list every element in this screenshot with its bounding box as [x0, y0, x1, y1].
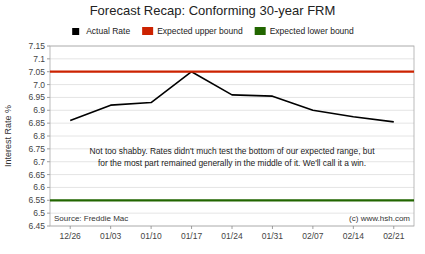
- y-tick-label: 6.9: [33, 105, 45, 115]
- grid: [50, 46, 414, 226]
- legend-label: Expected upper bound: [157, 26, 243, 36]
- y-tick: [47, 97, 50, 98]
- grid-line: [50, 71, 414, 72]
- plot-frame: [50, 46, 414, 226]
- x-tick: [232, 226, 233, 229]
- x-tick: [191, 226, 192, 229]
- x-tick: [393, 226, 394, 229]
- y-tick: [47, 161, 50, 162]
- x-tick-label: 02/07: [302, 231, 324, 241]
- y-axis-label: Interest Rate %: [3, 105, 13, 167]
- x-tick: [312, 226, 313, 229]
- y-tick-label: 6.85: [28, 118, 45, 128]
- x-tick-label: 12/26: [60, 231, 82, 241]
- y-tick-label: 6.75: [28, 144, 45, 154]
- y-tick: [47, 46, 50, 47]
- y-tick: [47, 187, 50, 188]
- source: Source: Freddie Mac: [54, 214, 128, 223]
- y-tick-label: 7.15: [28, 41, 45, 51]
- data-layer: [50, 72, 414, 201]
- annotation: Not too shabby. Rates didn't much test t…: [90, 146, 376, 156]
- annotation: for the most part remained generally in …: [98, 158, 366, 168]
- grid-line: [50, 174, 414, 175]
- y-tick-label: 6.7: [33, 157, 45, 167]
- legend-item: Expected lower bound: [255, 26, 354, 36]
- x-tick: [151, 226, 152, 229]
- y-tick-label: 6.95: [28, 92, 45, 102]
- x-tick-label: 01/31: [262, 231, 284, 241]
- x-tick: [353, 226, 354, 229]
- x-tick-label: 01/10: [140, 231, 162, 241]
- y-tick: [47, 200, 50, 201]
- y-tick-label: 7.1: [33, 54, 45, 64]
- grid-line: [50, 187, 414, 188]
- x-tick: [272, 226, 273, 229]
- chart: Forecast Recap: Conforming 30-year FRM 6.…: [0, 0, 425, 254]
- grid-line: [50, 84, 414, 85]
- x-tick: [110, 226, 111, 229]
- y-tick: [47, 84, 50, 85]
- x-tick-label: 02/21: [383, 231, 405, 241]
- rate-line: [70, 72, 394, 122]
- y-tick: [47, 71, 50, 72]
- y-tick-label: 6.65: [28, 170, 45, 180]
- y-tick-label: 7.05: [28, 67, 45, 77]
- grid-line: [50, 97, 414, 98]
- y-tick: [47, 123, 50, 124]
- y-tick: [47, 213, 50, 214]
- y-tick-label: 6.8: [33, 131, 45, 141]
- y-tick-label: 6.6: [33, 182, 45, 192]
- grid-line: [50, 110, 414, 111]
- y-tick: [47, 110, 50, 111]
- bound-line: [50, 71, 414, 73]
- y-tick: [47, 136, 50, 137]
- title: Forecast Recap: Conforming 30-year FRM: [90, 3, 336, 18]
- legend-swatch: [72, 28, 79, 35]
- grid-line: [50, 58, 414, 59]
- legend-label: Actual Rate: [86, 26, 130, 36]
- x-tick-label: 01/24: [221, 231, 243, 241]
- bound-line: [50, 199, 414, 201]
- legend-swatch: [142, 27, 153, 35]
- legend-swatch: [255, 27, 266, 35]
- legend-item: Expected upper bound: [142, 26, 243, 36]
- copyright: (c) www.hsh.com: [349, 214, 410, 223]
- legend-label: Expected lower bound: [270, 26, 354, 36]
- x-tick-label: 01/03: [100, 231, 122, 241]
- x-tick-label: 02/14: [343, 231, 365, 241]
- y-tick-label: 6.45: [28, 221, 45, 231]
- legend: Actual Rate Expected upper bound Expected …: [72, 26, 354, 36]
- y-tick: [47, 148, 50, 149]
- y-tick: [47, 226, 50, 227]
- legend-item: Actual Rate: [72, 26, 130, 36]
- x-tick-label: 01/17: [181, 231, 203, 241]
- y-tick-label: 6.5: [33, 208, 45, 218]
- y-tick: [47, 58, 50, 59]
- grid-line: [50, 123, 414, 124]
- y-tick-label: 7.0: [33, 80, 45, 90]
- grid-line: [50, 136, 414, 137]
- y-tick: [47, 174, 50, 175]
- x-tick: [70, 226, 71, 229]
- grid-line: [50, 200, 414, 201]
- y-tick-label: 6.55: [28, 195, 45, 205]
